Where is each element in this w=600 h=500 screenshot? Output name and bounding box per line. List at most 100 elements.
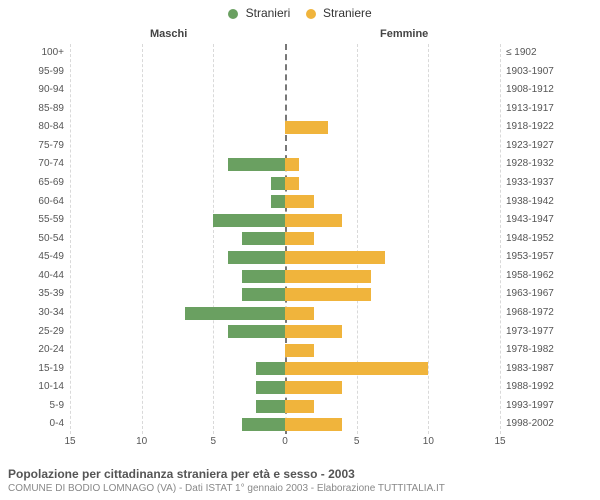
birth-tick: 1998-2002	[506, 415, 596, 434]
birth-tick: 1923-1927	[506, 137, 596, 156]
pyramid-row	[70, 155, 500, 174]
bar-male	[228, 251, 285, 264]
age-tick: 25-29	[4, 323, 64, 342]
pyramid-row	[70, 137, 500, 156]
pyramid-row	[70, 118, 500, 137]
bar-male	[256, 362, 285, 375]
pyramid-row	[70, 378, 500, 397]
birth-tick: 1968-1972	[506, 304, 596, 323]
birth-tick: ≤ 1902	[506, 44, 596, 63]
pyramid-row	[70, 304, 500, 323]
birth-tick: 1918-1922	[506, 118, 596, 137]
age-tick: 0-4	[4, 415, 64, 434]
birth-tick: 1913-1917	[506, 100, 596, 119]
birth-tick: 1933-1937	[506, 174, 596, 193]
age-tick: 80-84	[4, 118, 64, 137]
age-tick: 30-34	[4, 304, 64, 323]
birth-tick: 1978-1982	[506, 341, 596, 360]
legend: Stranieri Straniere	[0, 6, 600, 20]
age-tick: 85-89	[4, 100, 64, 119]
bar-male	[271, 195, 285, 208]
age-tick: 65-69	[4, 174, 64, 193]
bar-female	[285, 344, 314, 357]
bar-female	[285, 251, 385, 264]
birth-tick: 1943-1947	[506, 211, 596, 230]
pyramid-row	[70, 360, 500, 379]
bar-female	[285, 270, 371, 283]
birth-tick: 1903-1907	[506, 63, 596, 82]
pyramid-row	[70, 415, 500, 434]
bar-female	[285, 158, 299, 171]
bar-female	[285, 121, 328, 134]
age-tick: 5-9	[4, 397, 64, 416]
bar-male	[185, 307, 285, 320]
bar-male	[228, 325, 285, 338]
bar-female	[285, 362, 428, 375]
bar-male	[256, 400, 285, 413]
bar-male	[271, 177, 285, 190]
age-tick: 75-79	[4, 137, 64, 156]
column-header-female: Femmine	[380, 28, 428, 40]
age-tick: 95-99	[4, 63, 64, 82]
pyramid-row	[70, 267, 500, 286]
bar-male	[213, 214, 285, 227]
x-tick: 0	[282, 436, 288, 447]
pyramid-row	[70, 323, 500, 342]
legend-label-male: Stranieri	[246, 6, 291, 20]
birth-tick: 1908-1912	[506, 81, 596, 100]
grid-line	[500, 44, 501, 434]
plot-area	[70, 44, 500, 434]
age-tick: 55-59	[4, 211, 64, 230]
pyramid-row	[70, 230, 500, 249]
age-tick: 10-14	[4, 378, 64, 397]
pyramid-row	[70, 44, 500, 63]
birth-tick: 1928-1932	[506, 155, 596, 174]
x-tick: 15	[64, 436, 75, 447]
birth-tick: 1938-1942	[506, 193, 596, 212]
bar-female	[285, 214, 342, 227]
x-tick: 5	[211, 436, 217, 447]
column-header-male: Maschi	[150, 28, 187, 40]
pyramid-row	[70, 341, 500, 360]
pyramid-row	[70, 193, 500, 212]
age-tick: 90-94	[4, 81, 64, 100]
pyramid-row	[70, 211, 500, 230]
pyramid-row	[70, 285, 500, 304]
pyramid-row	[70, 397, 500, 416]
bar-male	[228, 158, 285, 171]
age-tick: 20-24	[4, 341, 64, 360]
x-tick: 10	[423, 436, 434, 447]
birth-tick: 1948-1952	[506, 230, 596, 249]
population-pyramid-chart: Stranieri Straniere Maschi Femmine Fasce…	[0, 0, 600, 500]
birth-tick: 1973-1977	[506, 323, 596, 342]
pyramid-row	[70, 63, 500, 82]
legend-item-male: Stranieri	[228, 6, 290, 20]
birth-tick: 1988-1992	[506, 378, 596, 397]
bar-female	[285, 381, 342, 394]
birth-tick: 1993-1997	[506, 397, 596, 416]
bar-female	[285, 288, 371, 301]
x-tick: 5	[354, 436, 360, 447]
legend-item-female: Straniere	[306, 6, 372, 20]
birth-tick: 1958-1962	[506, 267, 596, 286]
legend-dot-male	[228, 9, 238, 19]
bar-female	[285, 418, 342, 431]
bar-male	[242, 418, 285, 431]
x-tick: 10	[136, 436, 147, 447]
bar-female	[285, 177, 299, 190]
age-tick: 35-39	[4, 285, 64, 304]
footer-subtitle: COMUNE DI BODIO LOMNAGO (VA) - Dati ISTA…	[8, 483, 445, 494]
age-tick: 100+	[4, 44, 64, 63]
age-tick: 70-74	[4, 155, 64, 174]
bar-female	[285, 400, 314, 413]
bar-female	[285, 307, 314, 320]
pyramid-row	[70, 100, 500, 119]
bar-male	[256, 381, 285, 394]
chart-footer: Popolazione per cittadinanza straniera p…	[8, 467, 445, 494]
bar-male	[242, 288, 285, 301]
legend-dot-female	[306, 9, 316, 19]
pyramid-row	[70, 81, 500, 100]
bar-female	[285, 232, 314, 245]
age-tick: 15-19	[4, 360, 64, 379]
pyramid-row	[70, 248, 500, 267]
